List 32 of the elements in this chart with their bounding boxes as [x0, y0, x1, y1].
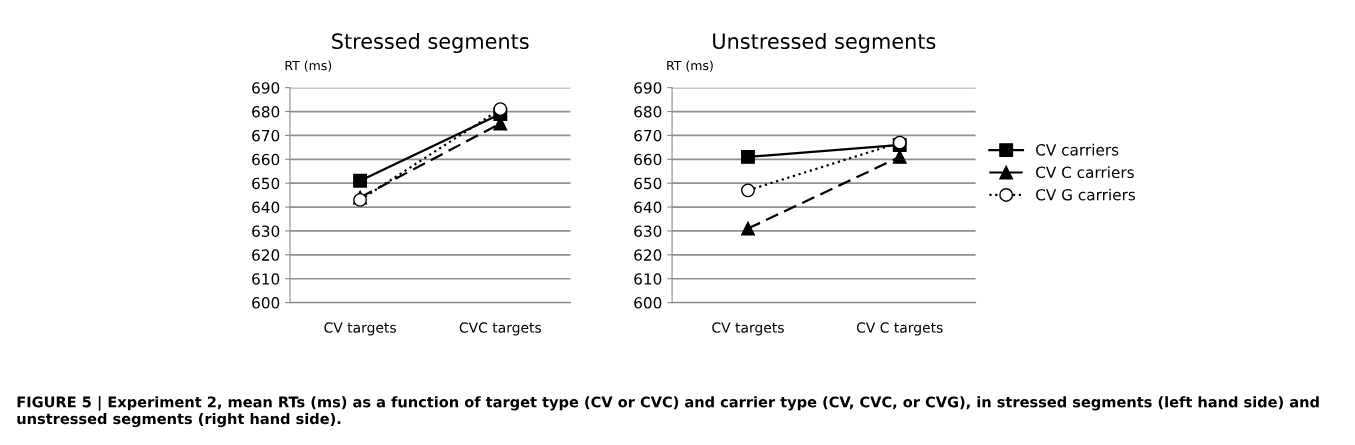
y-tick-label: 610 [252, 273, 280, 285]
y-tick-label: 640 [252, 201, 280, 214]
y-tick-label: 670 [634, 129, 662, 142]
x-tick-label: CV targets [712, 322, 784, 336]
y-tick-label: 680 [634, 106, 662, 118]
y-tick-label: 600 [252, 297, 280, 309]
y-axis-title: RT (ms) [285, 60, 332, 72]
y-tick-label: 610 [634, 273, 662, 285]
x-tick-label: CV targets [324, 322, 396, 336]
y-tick-label: 660 [634, 153, 662, 166]
y-tick-label: 650 [252, 177, 280, 190]
chart-title: Unstressed segments [713, 32, 936, 54]
legend-label: CV carriers [1036, 143, 1119, 156]
y-tick-label: 680 [252, 106, 280, 118]
legend-label: CV G carriers [1036, 188, 1136, 201]
legend-label: CV C carriers [1036, 166, 1134, 179]
y-axis-title: RT (ms) [667, 60, 713, 72]
y-tick-label: 650 [634, 177, 662, 190]
y-tick-label: 660 [252, 153, 280, 166]
y-tick-label: 690 [634, 82, 662, 94]
y-tick-label: 600 [634, 297, 662, 309]
y-tick-label: 620 [252, 249, 280, 261]
y-tick-label: 690 [252, 82, 280, 94]
y-tick-label: 640 [634, 201, 662, 214]
caption: FIGURE 5 | Experiment 2, mean RTs (ms) as a function of target type (CV or CVC) and carrier type (CV, CVC, or CVG), in stressed segments (left hand side) and unstressed segments (right hand side). [17, 396, 1319, 428]
y-tick-label: 620 [634, 249, 662, 261]
x-tick-label: CV C targets [856, 322, 943, 336]
y-tick-label: 670 [252, 129, 280, 142]
chart-title: Stressed segments [332, 32, 529, 54]
y-tick-label: 630 [634, 225, 662, 237]
y-tick-label: 630 [252, 225, 280, 237]
x-tick-label: CVC targets [459, 322, 542, 336]
